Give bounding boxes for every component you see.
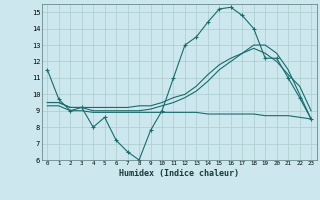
X-axis label: Humidex (Indice chaleur): Humidex (Indice chaleur) (119, 169, 239, 178)
